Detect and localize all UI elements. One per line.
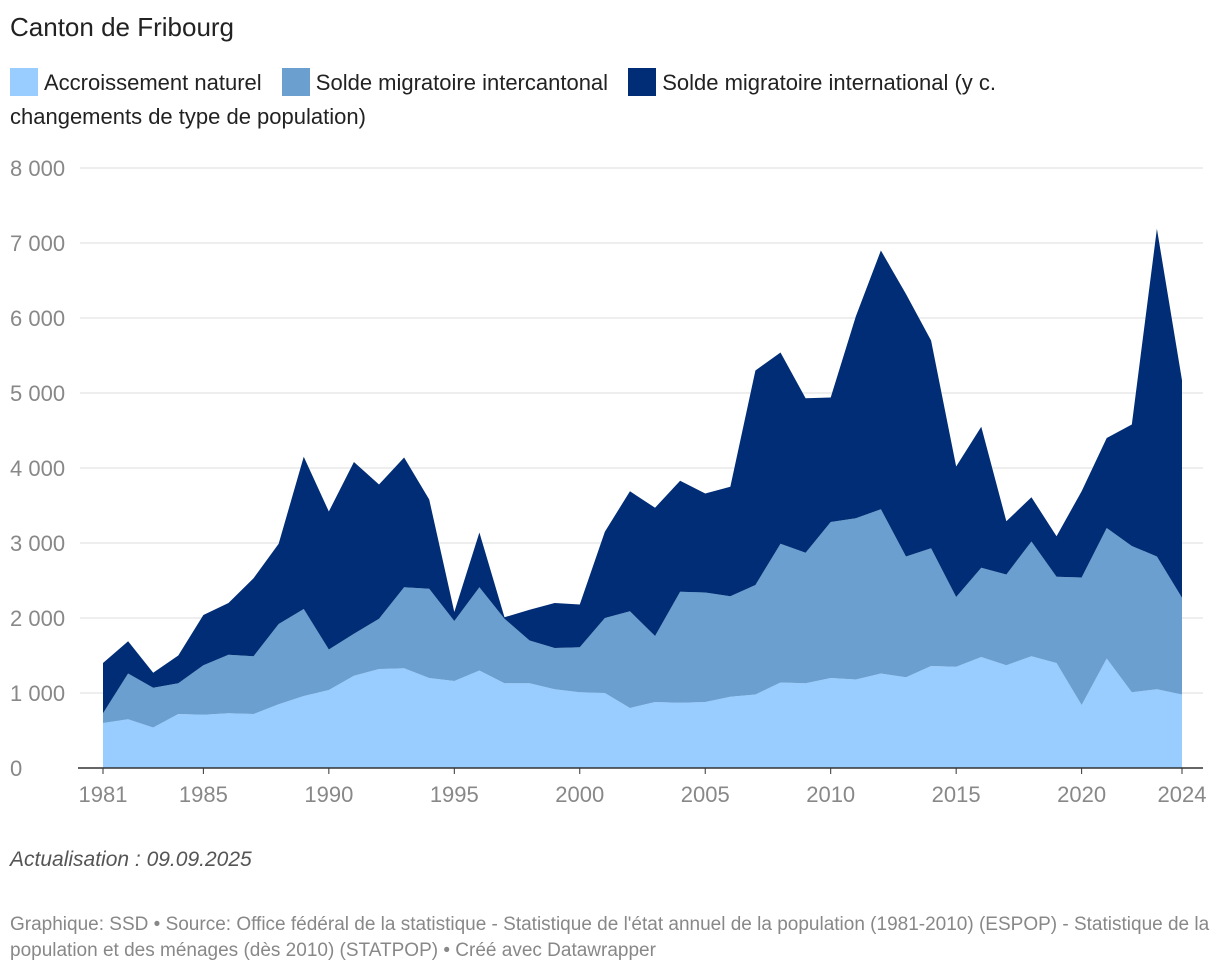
legend: Accroissement naturel Solde migratoire i… — [10, 66, 1130, 134]
y-tick-label-7000: 7 000 — [10, 231, 65, 256]
update-note: Actualisation : 09.09.2025 — [10, 848, 252, 871]
area-series — [103, 228, 1182, 768]
area-series-0 — [103, 656, 1182, 768]
legend-swatch-international — [628, 68, 657, 96]
y-tick-label-0: 0 — [10, 756, 22, 781]
x-tick-label-2015: 2015 — [932, 782, 981, 807]
legend-swatch-natural — [10, 68, 38, 96]
y-tick-label-8000: 8 000 — [10, 156, 65, 181]
source-footer: Graphique: SSD • Source: Office fédéral … — [10, 914, 1210, 961]
x-tick-label-1995: 1995 — [430, 782, 479, 807]
y-tick-label-2000: 2 000 — [10, 606, 65, 631]
legend-item-intercantonal: Solde migratoire intercantonal — [281, 68, 609, 96]
y-tick-label-3000: 3 000 — [10, 531, 65, 556]
x-tick-label-2010: 2010 — [806, 782, 855, 807]
area-series-1 — [103, 509, 1182, 728]
x-tick-label-2020: 2020 — [1057, 782, 1106, 807]
chart-title: Canton de Fribourg — [10, 12, 235, 42]
legend-label-natural: Accroissement naturel — [44, 70, 262, 95]
stacked-area-chart: 0 1 000 2 000 3 000 4 000 5 000 6 000 7 000 8 00… — [10, 156, 1207, 807]
x-tick-label-2024: 2024 — [1158, 782, 1207, 807]
x-tick-label-2000: 2000 — [555, 782, 604, 807]
x-tick-label-1985: 1985 — [179, 782, 228, 807]
legend-item-international: Solde migratoire international (y c. cha… — [10, 68, 997, 129]
x-tick-label-2005: 2005 — [681, 782, 730, 807]
x-tick-label-1981: 1981 — [79, 782, 128, 807]
y-tick-label-1000: 1 000 — [10, 681, 65, 706]
y-tick-label-5000: 5 000 — [10, 381, 65, 406]
y-tick-label-4000: 4 000 — [10, 456, 65, 481]
x-axis: 1981 1985 1990 1995 2000 2005 2010 2015 2020 2024 — [78, 767, 1207, 807]
legend-label-intercantonal: Solde migratoire intercantonal — [315, 70, 609, 95]
y-axis: 0 1 000 2 000 3 000 4 000 5 000 6 000 7 000 8 00… — [10, 156, 65, 781]
legend-item-natural: Accroissement naturel — [10, 68, 262, 96]
legend-swatch-intercantonal — [281, 68, 310, 96]
area-series-2 — [103, 228, 1182, 714]
x-tick-label-1990: 1990 — [304, 782, 353, 807]
legend-label-international: Solde migratoire international (y c. cha… — [10, 70, 997, 129]
y-tick-label-6000: 6 000 — [10, 306, 65, 331]
